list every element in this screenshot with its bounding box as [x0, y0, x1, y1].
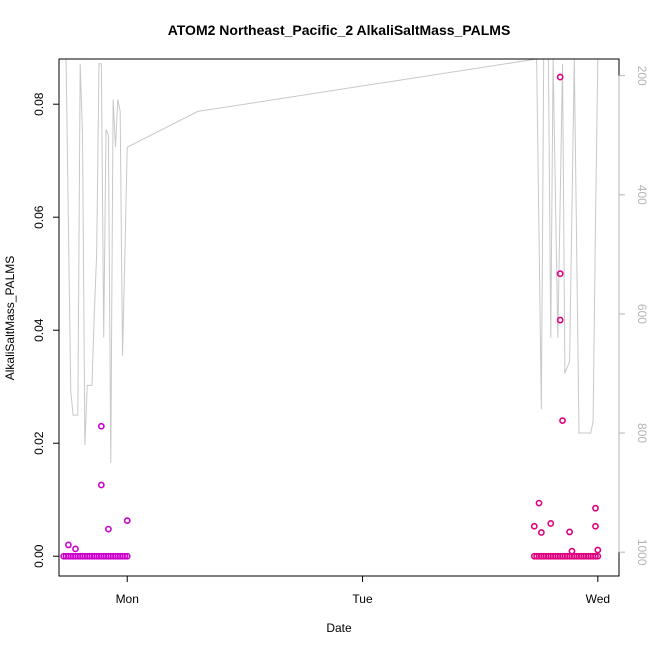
y2-tick-label: 200 [635, 66, 649, 86]
data-point [537, 529, 545, 536]
y2-tick-label: 600 [635, 304, 649, 324]
data-point [72, 545, 79, 553]
x-axis: Mon Tue Wed [116, 575, 610, 606]
y-tick-label: 0.00 [32, 544, 46, 568]
data-points-layer [60, 73, 602, 560]
data-point [559, 417, 566, 425]
data-point [556, 270, 564, 278]
data-point [97, 422, 105, 430]
data-point [592, 522, 599, 530]
data-point [592, 552, 599, 560]
data-point [556, 316, 564, 324]
y2-tick-label: 1000 [635, 539, 649, 566]
data-point [530, 522, 538, 530]
y-tick-label: 0.06 [32, 205, 46, 229]
y-tick-label: 0.08 [32, 92, 46, 116]
data-point [568, 547, 576, 555]
y2-axis: 200 400 600 800 1000 [618, 66, 649, 566]
data-point [123, 552, 131, 560]
x-tick-label: Wed [586, 592, 610, 606]
altitude-line-segment [65, 58, 128, 463]
data-point [594, 552, 602, 560]
altitude-line-segment [127, 58, 537, 148]
data-point [105, 525, 112, 533]
data-point [123, 517, 131, 525]
data-point [121, 552, 129, 560]
x-axis-label: Date [326, 621, 352, 635]
x-tick-label: Tue [352, 592, 373, 606]
data-point [594, 546, 602, 554]
y-tick-label: 0.02 [32, 431, 46, 455]
y-axis-label: AlkaliSaltMass_PALMS [3, 256, 17, 381]
data-point [556, 73, 564, 81]
x-tick-label: Mon [116, 592, 139, 606]
y-axis: 0.00 0.02 0.04 0.06 0.08 [32, 92, 60, 568]
y-tick-label: 0.04 [32, 318, 46, 342]
data-point [566, 528, 573, 536]
data-point [65, 541, 72, 549]
data-point [592, 504, 599, 512]
y2-tick-label: 800 [635, 423, 649, 443]
y2-tick-label: 400 [635, 185, 649, 205]
data-point [547, 520, 555, 527]
data-point [97, 481, 105, 489]
data-point [535, 499, 543, 507]
chart-title: ATOM2 Northeast_Pacific_2 AlkaliSaltMass… [168, 22, 511, 38]
